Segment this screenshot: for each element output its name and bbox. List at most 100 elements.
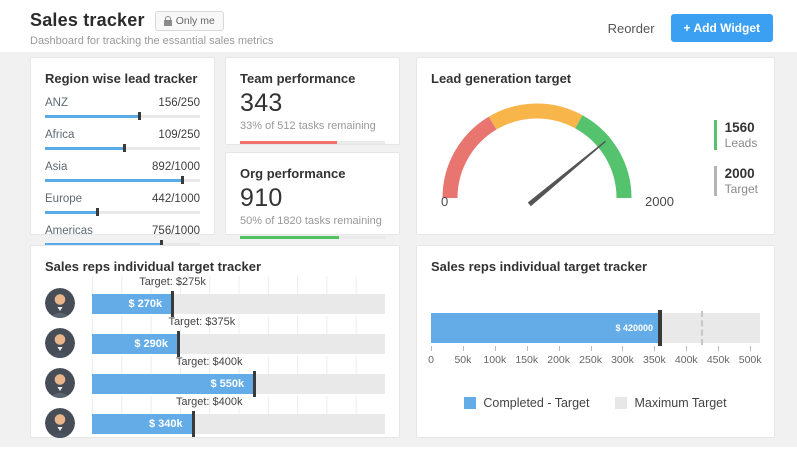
rep-row: Target: $275k $ 270k — [45, 276, 385, 318]
widget-title: Region wise lead tracker — [45, 71, 198, 86]
region-progress-track — [45, 208, 200, 216]
axis-tick-mark — [654, 346, 656, 351]
gauge-segment-low — [442, 116, 497, 199]
widget-reps-target-tracker-detailed[interactable]: Sales reps individual target tracker Tar… — [30, 245, 400, 438]
axis-tick-mark — [462, 346, 464, 351]
rep-avatar — [45, 368, 75, 398]
rep-bar-fill: $ 340k — [92, 414, 192, 434]
widget-reps-target-tracker-summary[interactable]: Sales reps individual target tracker $ 4… — [416, 245, 775, 438]
region-value: 109/250 — [158, 129, 200, 141]
widget-title: Team performance — [240, 71, 356, 86]
legend-swatch — [615, 397, 628, 409]
axis-tick-mark — [750, 346, 752, 351]
rep-avatar — [45, 408, 75, 438]
region-label: ANZ — [45, 97, 68, 109]
kpi-progress-fill — [240, 236, 339, 239]
region-progress-track — [45, 240, 200, 248]
region-progress-track — [45, 144, 200, 152]
region-value: 892/1000 — [152, 161, 200, 173]
axis-tick-label: 200k — [547, 354, 571, 366]
privacy-badge[interactable]: Only me — [154, 10, 224, 31]
axis-tick-mark — [526, 346, 528, 351]
rep-row: Target: $400k $ 340k — [45, 396, 385, 438]
region-row: Africa 109/250 — [45, 129, 200, 152]
summary-bar-fill: $ 420000 — [431, 313, 658, 343]
axis-tick-label: 50k — [454, 354, 472, 366]
add-widget-button[interactable]: + Add Widget — [670, 14, 773, 42]
rep-bar-value: $ 550k — [210, 378, 245, 390]
region-progress-marker — [122, 144, 126, 152]
axis-tick-mark — [718, 346, 720, 351]
legend-swatch — [464, 397, 477, 409]
kpi-subtitle: 33% of 512 tasks remaining — [240, 120, 376, 132]
gauge-segment-high — [575, 115, 632, 199]
rep-bar-marker — [253, 371, 257, 397]
axis-tick-mark — [431, 346, 432, 351]
rep-bar-value: $ 340k — [148, 418, 183, 430]
rep-bar-value: $ 290k — [134, 338, 168, 350]
widget-team-performance[interactable]: Team performance 343 33% of 512 tasks re… — [225, 57, 400, 145]
region-label: Asia — [45, 161, 68, 173]
axis-tick-mark — [558, 346, 560, 351]
widget-lead-generation-target[interactable]: Lead generation target 0 2000 1560 Leads… — [416, 57, 775, 235]
widget-org-performance[interactable]: Org performance 910 50% of 1820 tasks re… — [225, 152, 400, 239]
rep-row: Target: $400k $ 550k — [45, 356, 385, 398]
rep-bullet-plot: Target: $400k $ 340k — [92, 396, 385, 437]
page-subtitle: Dashboard for tracking the essantial sal… — [30, 35, 274, 47]
gauge-legend-label: Target — [724, 182, 758, 196]
region-progress-marker — [159, 240, 163, 248]
privacy-badge-label: Only me — [175, 14, 215, 27]
region-progress-fill — [45, 147, 123, 150]
axis-tick-label: 500k — [738, 354, 762, 366]
region-value: 756/1000 — [152, 225, 200, 237]
kpi-value: 343 — [240, 89, 283, 117]
region-label: Africa — [45, 129, 75, 141]
gauge-legend-value: 2000 — [724, 166, 755, 181]
rep-bar-value: $ 270k — [128, 298, 163, 310]
lock-icon — [163, 15, 172, 26]
summary-bar-value: $ 420000 — [615, 323, 653, 333]
rep-bullet-plot: Target: $275k $ 270k — [92, 276, 385, 317]
gauge-legend-value: 1560 — [724, 120, 755, 135]
axis-tick-mark — [494, 346, 496, 351]
axis-tick-label: 0 — [428, 354, 434, 366]
rep-avatar — [45, 328, 75, 358]
rep-target-label: Target: $400k — [175, 356, 243, 368]
summary-bullet-plot: $ 420000 — [431, 310, 760, 346]
axis-tick-mark — [622, 346, 624, 351]
rep-row: Target: $375k $ 290k — [45, 316, 385, 358]
region-row: ANZ 156/250 — [45, 97, 200, 120]
axis-tick-mark — [590, 346, 592, 351]
gauge-legend-item: 1560 Leads — [713, 120, 758, 150]
axis-tick-mark — [686, 346, 688, 351]
legend-label: Completed - Target — [483, 396, 590, 410]
region-row: Europe 442/1000 — [45, 193, 200, 216]
rep-bar-marker — [191, 411, 195, 437]
rep-bar-track: $ 270k — [92, 291, 385, 317]
widget-title: Org performance — [240, 166, 346, 181]
region-progress-fill — [45, 179, 182, 182]
rep-bar-track: $ 340k — [92, 411, 385, 437]
axis-tick-label: 100k — [483, 354, 507, 366]
region-value: 156/250 — [158, 97, 200, 109]
summary-bar-marker — [658, 310, 662, 346]
widget-title: Lead generation target — [431, 71, 572, 86]
legend-item: Maximum Target — [615, 396, 727, 410]
axis-tick-label: 250k — [579, 354, 602, 366]
summary-target-dashed-line — [700, 311, 703, 345]
rep-target-label: Target: $275k — [139, 276, 206, 288]
reorder-button[interactable]: Reorder — [607, 20, 655, 36]
rep-bar-marker — [171, 291, 175, 317]
region-row: Americas 756/1000 — [45, 225, 200, 248]
widget-region-lead-tracker[interactable]: Region wise lead tracker ANZ 156/250 Afr… — [30, 57, 215, 248]
rep-target-label: Target: $375k — [168, 316, 236, 328]
gauge-min-label: 0 — [441, 194, 448, 209]
axis-tick-label: 300k — [611, 354, 634, 366]
widget-title: Sales reps individual target tracker — [45, 259, 262, 274]
kpi-progress-track — [240, 141, 385, 144]
legend-label: Maximum Target — [634, 396, 727, 410]
rep-bar-fill: $ 550k — [92, 374, 254, 394]
rep-bullet-plot: Target: $400k $ 550k — [92, 356, 385, 397]
rep-bullet-plot: Target: $375k $ 290k — [92, 316, 385, 357]
dashboard-canvas: Region wise lead tracker ANZ 156/250 Afr… — [0, 52, 797, 447]
